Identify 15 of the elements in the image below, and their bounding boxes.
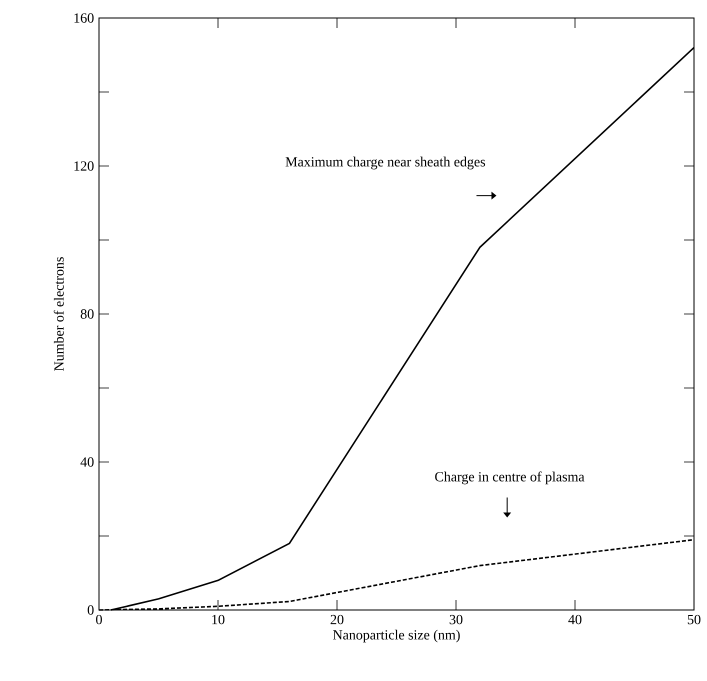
y-tick-label: 160 [74, 13, 94, 23]
x-tick-label: 50 [688, 614, 700, 624]
x-axis-title: Nanoparticle size (nm) [333, 630, 460, 642]
y-tick-label: 40 [80, 457, 94, 467]
y-tick-label: 0 [88, 605, 94, 615]
y-tick-label: 80 [80, 309, 94, 319]
x-tick-label: 20 [330, 614, 344, 624]
y-axis-title: Number of electrons [54, 257, 64, 371]
x-tick-label: 30 [450, 614, 462, 624]
x-tick-label: 10 [212, 614, 224, 624]
x-tick-label: 0 [96, 614, 102, 624]
x-tick-label: 40 [568, 614, 582, 624]
annotation: Maximum charge near sheath edges [286, 156, 486, 170]
y-tick-label: 120 [74, 161, 94, 171]
annotation: Charge in centre of plasma [435, 471, 584, 484]
